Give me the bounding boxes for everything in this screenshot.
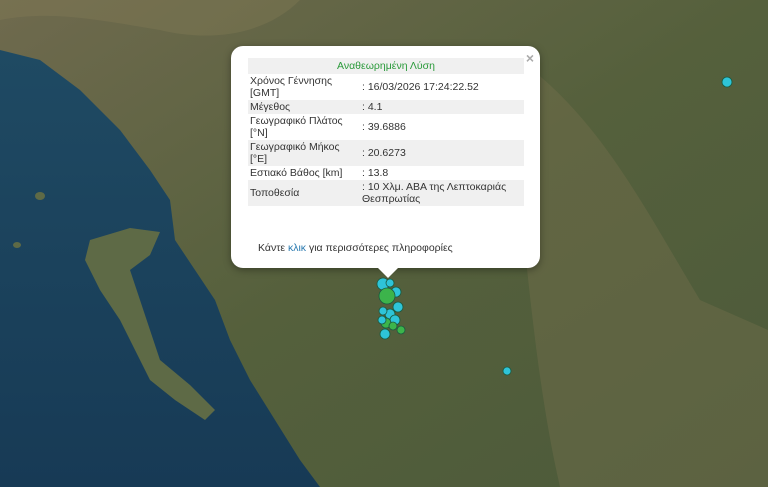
value-depth: : 13.8 bbox=[362, 167, 389, 179]
value-longitude: : 20.6273 bbox=[360, 140, 524, 166]
label-magnitude: Μέγεθος bbox=[248, 100, 360, 114]
value-magnitude: : 4.1 bbox=[360, 100, 524, 114]
earthquake-marker[interactable] bbox=[385, 278, 395, 288]
label-depth: Εστιακό Βάθος [km] bbox=[250, 167, 343, 179]
islet bbox=[35, 192, 45, 200]
earthquake-marker[interactable] bbox=[377, 315, 387, 325]
earthquake-popup: × Αναθεωρημένη Λύση Χρόνος Γέννησης [GMT… bbox=[231, 46, 540, 278]
value-latitude: : 39.6886 bbox=[362, 121, 406, 133]
earthquake-marker[interactable] bbox=[721, 76, 733, 88]
islet bbox=[13, 242, 21, 248]
mountains bbox=[0, 0, 300, 36]
earthquake-marker[interactable] bbox=[378, 306, 388, 316]
earthquake-marker[interactable] bbox=[379, 328, 391, 340]
close-icon[interactable]: × bbox=[525, 50, 534, 66]
earthquake-marker[interactable] bbox=[396, 325, 406, 335]
label-latitude: Γεωγραφικό Πλάτος [°N] bbox=[250, 115, 343, 139]
corfu-island bbox=[85, 228, 215, 420]
mountains bbox=[520, 60, 768, 487]
earthquake-marker[interactable] bbox=[392, 301, 404, 313]
value-origin-time: : 16/03/2026 17:24:22.52 bbox=[362, 81, 479, 93]
earthquake-marker[interactable] bbox=[502, 366, 512, 376]
label-origin-time: Χρόνος Γέννησης [GMT] bbox=[250, 75, 333, 99]
earthquake-marker[interactable] bbox=[388, 321, 398, 331]
earthquake-details-table: Αναθεωρημένη Λύση Χρόνος Γέννησης [GMT]:… bbox=[248, 58, 524, 206]
earthquake-marker[interactable] bbox=[378, 287, 396, 305]
popup-title: Αναθεωρημένη Λύση bbox=[248, 58, 524, 74]
earthquake-markers bbox=[376, 76, 733, 376]
label-longitude: Γεωγραφικό Μήκος [°E] bbox=[248, 140, 360, 166]
more-info-text: Κάντε κλικ για περισσότερες πληροφορίες bbox=[258, 242, 453, 254]
value-location: : 10 Χλμ. ΑΒΑ της Λεπτοκαριάς Θεσπρωτίας bbox=[360, 180, 524, 206]
sea bbox=[0, 50, 320, 487]
more-info-link[interactable]: κλικ bbox=[287, 242, 307, 254]
label-location: Τοποθεσία bbox=[248, 180, 360, 206]
